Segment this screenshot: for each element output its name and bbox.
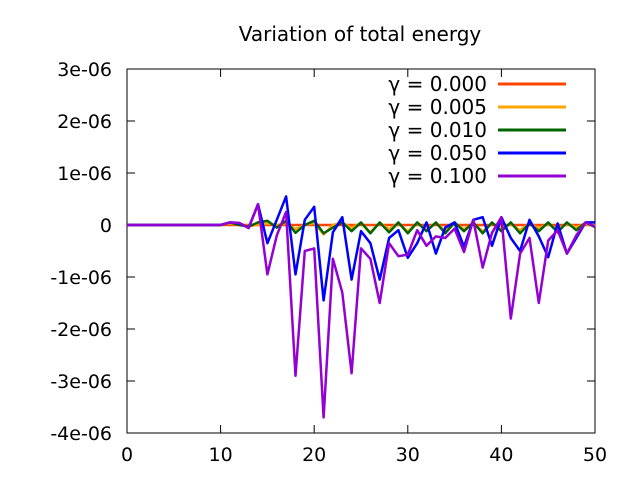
x-tick-label: 30 xyxy=(396,444,420,466)
x-tick-label: 10 xyxy=(209,444,233,466)
legend-label: γ = 0.010 xyxy=(388,118,487,142)
y-tick-label: 0 xyxy=(100,215,112,237)
plot-area-border xyxy=(126,68,596,434)
legend-label: γ = 0.050 xyxy=(388,141,487,165)
axis-ticks: 3e-06 2e-06 1e-06 0 -1e-06 -2e-06 -3e-06 -4e-06… xyxy=(50,59,607,466)
legend-label: γ = 0.005 xyxy=(388,95,487,119)
x-tick-label: 0 xyxy=(121,444,133,466)
y-tick-label: -1e-06 xyxy=(50,267,112,289)
legend-label: γ = 0.000 xyxy=(388,72,487,96)
series-layer xyxy=(127,195,596,419)
x-tick-label: 20 xyxy=(302,444,326,466)
y-tick-label: 1e-06 xyxy=(57,163,112,185)
y-tick-label: -4e-06 xyxy=(50,423,112,445)
legend-label: γ = 0.100 xyxy=(388,164,487,188)
x-tick-label: 40 xyxy=(489,444,513,466)
chart-title: Variation of total energy xyxy=(239,22,482,46)
y-tick-label: 2e-06 xyxy=(57,111,112,133)
series-line-4 xyxy=(127,202,596,419)
y-tick-label: -3e-06 xyxy=(50,371,112,393)
y-tick-label: -2e-06 xyxy=(50,319,112,341)
x-tick-label: 50 xyxy=(583,444,607,466)
y-tick-label: 3e-06 xyxy=(57,59,112,81)
